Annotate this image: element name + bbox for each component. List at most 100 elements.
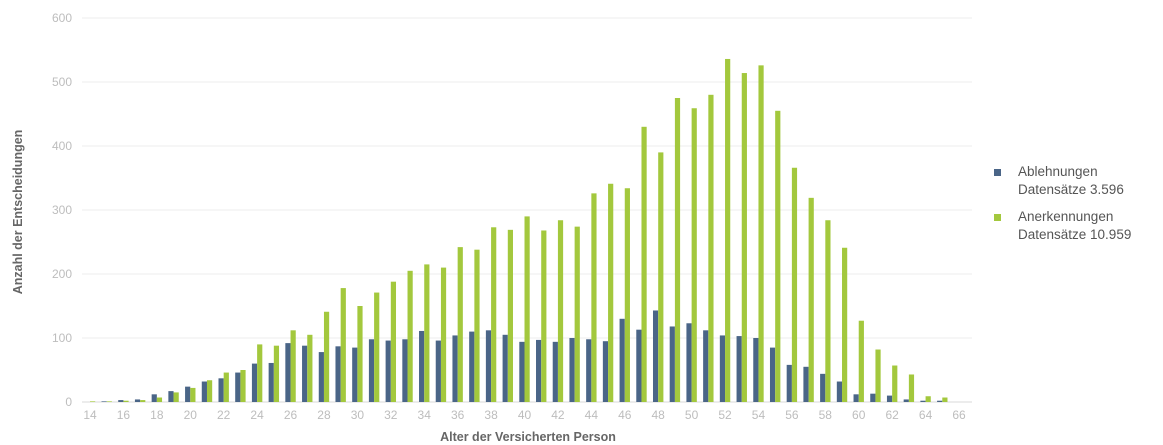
x-tick-label: 44 — [585, 408, 599, 422]
bar-ablehnungen — [218, 378, 224, 402]
bar-anerkennungen — [608, 183, 614, 402]
bar-ablehnungen — [786, 364, 792, 402]
bar-ablehnungen — [686, 323, 692, 402]
legend-swatch-anerkennungen — [994, 214, 1001, 221]
bar-anerkennungen — [842, 247, 848, 402]
x-tick-label: 40 — [518, 408, 532, 422]
bar-anerkennungen — [323, 311, 330, 402]
bar-ablehnungen — [853, 394, 859, 402]
bar-ablehnungen — [402, 339, 408, 402]
bar-anerkennungen — [457, 247, 463, 402]
x-tick-label: 48 — [652, 408, 666, 422]
bar-anerkennungen — [691, 108, 697, 403]
x-tick-label: 66 — [952, 408, 966, 422]
bar-anerkennungen — [741, 73, 747, 402]
bar-ablehnungen — [937, 400, 943, 402]
bar-anerkennungen — [925, 396, 931, 402]
bar-anerkennungen — [440, 267, 447, 402]
bar-ablehnungen — [920, 400, 926, 402]
x-tick-label: 20 — [184, 408, 198, 422]
x-tick-label: 42 — [551, 408, 565, 422]
bar-ablehnungen — [452, 335, 458, 402]
legend-label: Anerkennungen — [1018, 209, 1114, 224]
bar-ablehnungen — [368, 339, 375, 402]
bar-anerkennungen — [808, 197, 814, 402]
bar-anerkennungen — [206, 380, 213, 402]
x-tick-label: 50 — [685, 408, 699, 422]
legend: Ablehnungen Datensätze 3.596 Anerkennung… — [994, 163, 1131, 253]
bar-anerkennungen — [173, 392, 179, 402]
bar-anerkennungen — [758, 65, 764, 403]
bar-ablehnungen — [101, 401, 107, 402]
x-tick-label: 34 — [418, 408, 432, 422]
bar-anerkennungen — [257, 344, 263, 402]
bar-ablehnungen — [151, 394, 157, 402]
bar-anerkennungen — [858, 320, 864, 402]
x-tick-label: 54 — [752, 408, 766, 422]
bar-ablehnungen — [569, 338, 575, 402]
y-axis-title: Anzahl der Entscheidungen — [11, 130, 25, 295]
bar-anerkennungen — [674, 98, 681, 402]
bar-ablehnungen — [903, 399, 909, 402]
y-tick-label: 600 — [52, 11, 72, 25]
bar-ablehnungen — [803, 366, 809, 402]
bar-ablehnungen — [469, 331, 475, 402]
bars — [90, 58, 948, 403]
legend-item-anerkennungen[interactable]: Anerkennungen Datensätze 10.959 — [994, 208, 1131, 244]
bar-ablehnungen — [502, 334, 508, 402]
bar-ablehnungen — [285, 343, 291, 402]
bar-ablehnungen — [302, 345, 308, 402]
bar-anerkennungen — [240, 370, 246, 402]
bar-ablehnungen — [435, 340, 441, 402]
x-tick-label: 52 — [718, 408, 732, 422]
bar-ablehnungen — [719, 335, 726, 402]
bar-anerkennungen — [908, 374, 915, 402]
bar-anerkennungen — [591, 193, 597, 402]
x-tick-label: 64 — [919, 408, 933, 422]
bar-anerkennungen — [357, 306, 363, 402]
bar-ablehnungen — [586, 339, 592, 402]
bar-ablehnungen — [235, 372, 241, 402]
bar-ablehnungen — [419, 330, 425, 402]
bar-ablehnungen — [736, 336, 742, 402]
bar-anerkennungen — [541, 230, 547, 402]
x-tick-label: 56 — [785, 408, 799, 422]
bar-anerkennungen — [791, 167, 798, 402]
legend-record-count: Datensätze 10.959 — [1018, 227, 1132, 242]
legend-swatch-ablehnungen — [994, 169, 1001, 176]
x-tick-label: 28 — [317, 408, 331, 422]
bar-ablehnungen — [251, 363, 258, 402]
x-tick-label: 58 — [819, 408, 833, 422]
y-tick-label: 0 — [65, 395, 72, 409]
bar-anerkennungen — [641, 126, 647, 403]
bar-ablehnungen — [753, 338, 759, 402]
bar-ablehnungen — [886, 395, 893, 402]
bar-anerkennungen — [708, 94, 714, 403]
bar-anerkennungen — [190, 387, 196, 402]
bar-ablehnungen — [185, 386, 191, 402]
x-tick-label: 14 — [83, 408, 97, 422]
x-tick-label: 32 — [384, 408, 398, 422]
y-tick-label: 500 — [52, 75, 72, 89]
bar-ablehnungen — [652, 310, 659, 402]
bar-ablehnungen — [552, 341, 558, 402]
y-tick-label: 300 — [52, 203, 72, 217]
bar-anerkennungen — [90, 401, 96, 402]
x-axis-title: Alter der Versicherten Person — [440, 430, 616, 444]
bar-anerkennungen — [374, 292, 380, 402]
y-tick-label: 400 — [52, 139, 72, 153]
y-tick-label: 100 — [52, 331, 72, 345]
bar-ablehnungen — [636, 329, 642, 402]
bar-anerkennungen — [223, 372, 229, 402]
bar-anerkennungen — [140, 400, 146, 402]
x-axis-ticks: 14 16 18 20 22 24 26 28 30 32 34 36 38 40 42 44 46 48 50 52… — [83, 408, 966, 422]
bar-ablehnungen — [118, 400, 124, 402]
bar-anerkennungen — [574, 226, 580, 402]
bar-anerkennungen — [557, 220, 564, 402]
bar-ablehnungen — [335, 346, 341, 402]
legend-item-ablehnungen[interactable]: Ablehnungen Datensätze 3.596 — [994, 163, 1131, 199]
bar-anerkennungen — [390, 281, 397, 402]
legend-label: Ablehnungen — [1018, 164, 1098, 179]
bar-anerkennungen — [273, 345, 280, 402]
